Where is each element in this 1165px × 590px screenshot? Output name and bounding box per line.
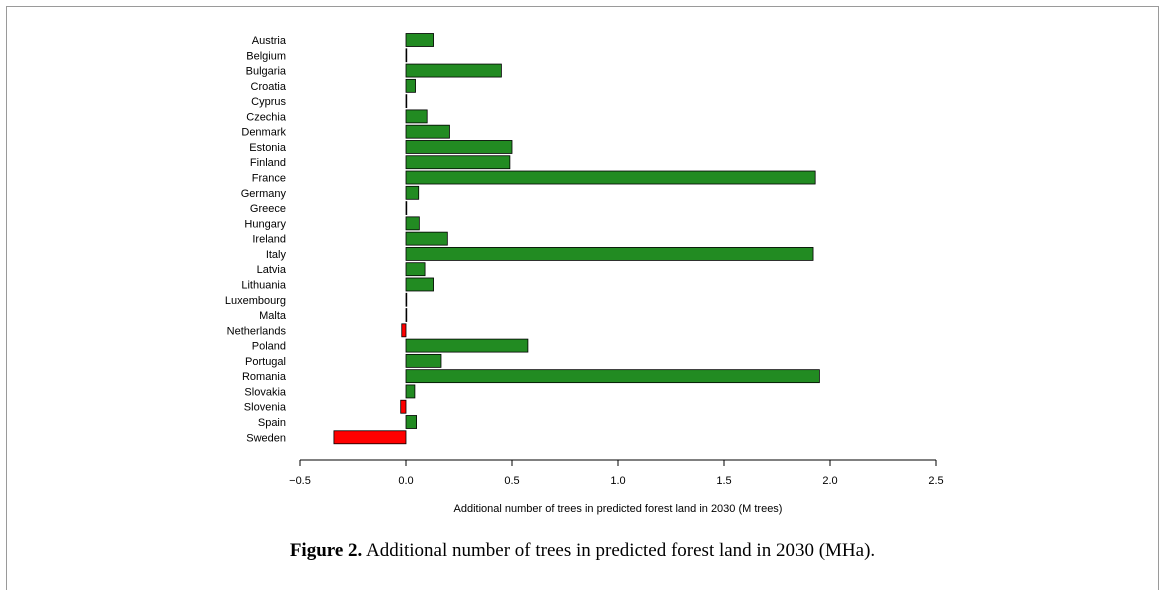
- bar-denmark: [405, 124, 450, 139]
- bar-estonia: [405, 140, 513, 154]
- category-label-belgium: Belgium: [246, 50, 286, 62]
- bar-czechia: [405, 109, 428, 124]
- caption-label: Figure 2.: [289, 540, 363, 561]
- bar-bulgaria: [405, 63, 502, 78]
- bar-greece: [405, 201, 408, 215]
- category-label-bulgaria: Bulgaria: [246, 66, 287, 78]
- bar-finland: [405, 155, 511, 170]
- category-label-croatia: Croatia: [251, 81, 287, 93]
- category-label-hungary: Hungary: [244, 218, 286, 230]
- bar-romania: [405, 369, 820, 384]
- bar-slovenia: [400, 399, 407, 414]
- figure-frame: [6, 6, 1159, 590]
- bar-sweden: [333, 430, 407, 445]
- category-label-sweden: Sweden: [246, 432, 286, 444]
- category-label-france: France: [252, 173, 286, 185]
- category-label-austria: Austria: [252, 35, 287, 47]
- category-label-malta: Malta: [259, 310, 287, 322]
- category-label-finland: Finland: [250, 157, 286, 169]
- bar-hungary: [405, 216, 420, 231]
- x-tick-label: −0.5: [289, 475, 311, 487]
- x-tick-label: 0.0: [398, 475, 413, 487]
- category-label-luxembourg: Luxembourg: [225, 295, 286, 307]
- bar-austria: [405, 33, 434, 47]
- category-label-poland: Poland: [252, 341, 286, 353]
- bar-latvia: [405, 262, 426, 277]
- bar-spain: [405, 415, 418, 429]
- bar-lithuania: [405, 277, 434, 292]
- bar-italy: [405, 247, 814, 261]
- caption-text: Additional number of trees in predicted …: [362, 540, 876, 561]
- bar-slovakia: [405, 384, 416, 399]
- x-tick-label: 1.0: [610, 475, 625, 487]
- bar-croatia: [405, 78, 416, 93]
- bar-netherlands: [401, 323, 407, 338]
- category-label-estonia: Estonia: [249, 142, 287, 154]
- category-label-latvia: Latvia: [257, 264, 287, 276]
- x-axis-title: Additional number of trees in predicted …: [454, 503, 783, 515]
- category-label-germany: Germany: [241, 188, 287, 200]
- x-tick-label: 0.5: [504, 475, 519, 487]
- bar-france: [405, 170, 816, 185]
- category-label-cyprus: Cyprus: [251, 96, 286, 108]
- category-label-netherlands: Netherlands: [227, 325, 287, 337]
- bar-cyprus: [405, 94, 408, 109]
- bar-chart: Austria Belgium Bulgaria Croatia Cyprus Czech…: [225, 33, 944, 515]
- category-label-denmark: Denmark: [241, 127, 286, 139]
- category-label-slovakia: Slovakia: [244, 386, 286, 398]
- category-label-romania: Romania: [242, 371, 287, 383]
- category-label-czechia: Czechia: [246, 111, 287, 123]
- category-label-greece: Greece: [250, 203, 286, 215]
- bar-portugal: [405, 353, 442, 368]
- category-label-portugal: Portugal: [245, 356, 286, 368]
- category-label-lithuania: Lithuania: [241, 279, 287, 291]
- category-label-italy: Italy: [266, 249, 287, 261]
- category-label-slovenia: Slovenia: [244, 402, 287, 414]
- category-label-spain: Spain: [258, 417, 286, 429]
- x-tick-label: 1.5: [716, 475, 731, 487]
- bar-luxembourg: [405, 292, 408, 307]
- bar-belgium: [405, 48, 408, 63]
- bar-poland: [405, 338, 529, 353]
- category-label-ireland: Ireland: [252, 234, 286, 246]
- x-tick-label: 2.0: [822, 475, 837, 487]
- figure-caption: Figure 2. Additional number of trees in …: [0, 540, 1165, 562]
- bar-ireland: [405, 231, 448, 246]
- bar-malta: [405, 308, 408, 322]
- bar-germany: [405, 185, 420, 200]
- x-tick-label: 2.5: [928, 475, 943, 487]
